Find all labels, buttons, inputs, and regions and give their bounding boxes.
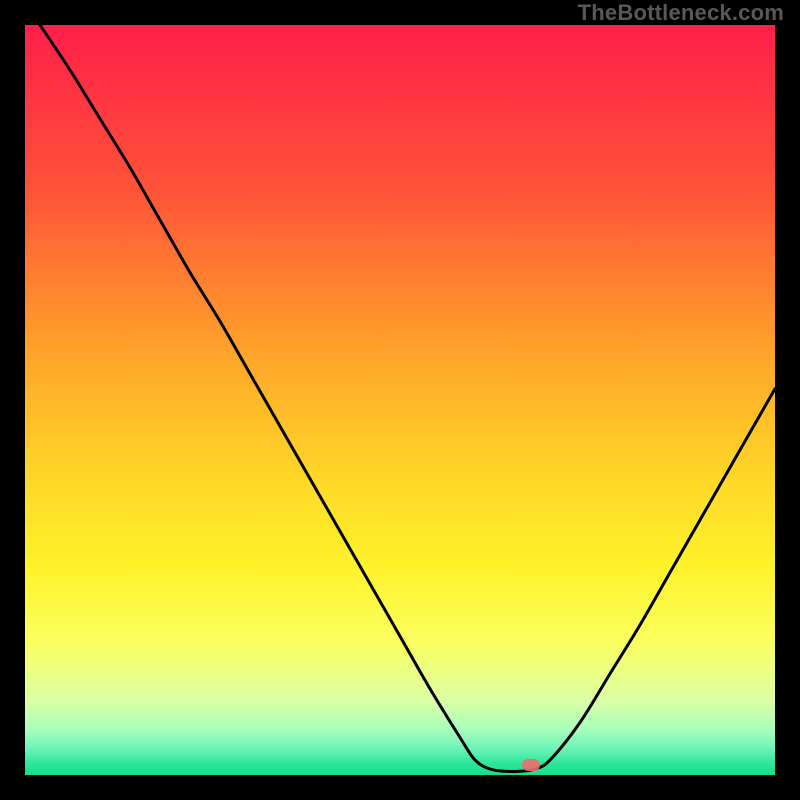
bottleneck-curve (25, 25, 775, 775)
chart-plot-area (25, 25, 775, 775)
watermark-text: TheBottleneck.com (578, 0, 784, 26)
bottleneck-point-marker (522, 759, 540, 771)
